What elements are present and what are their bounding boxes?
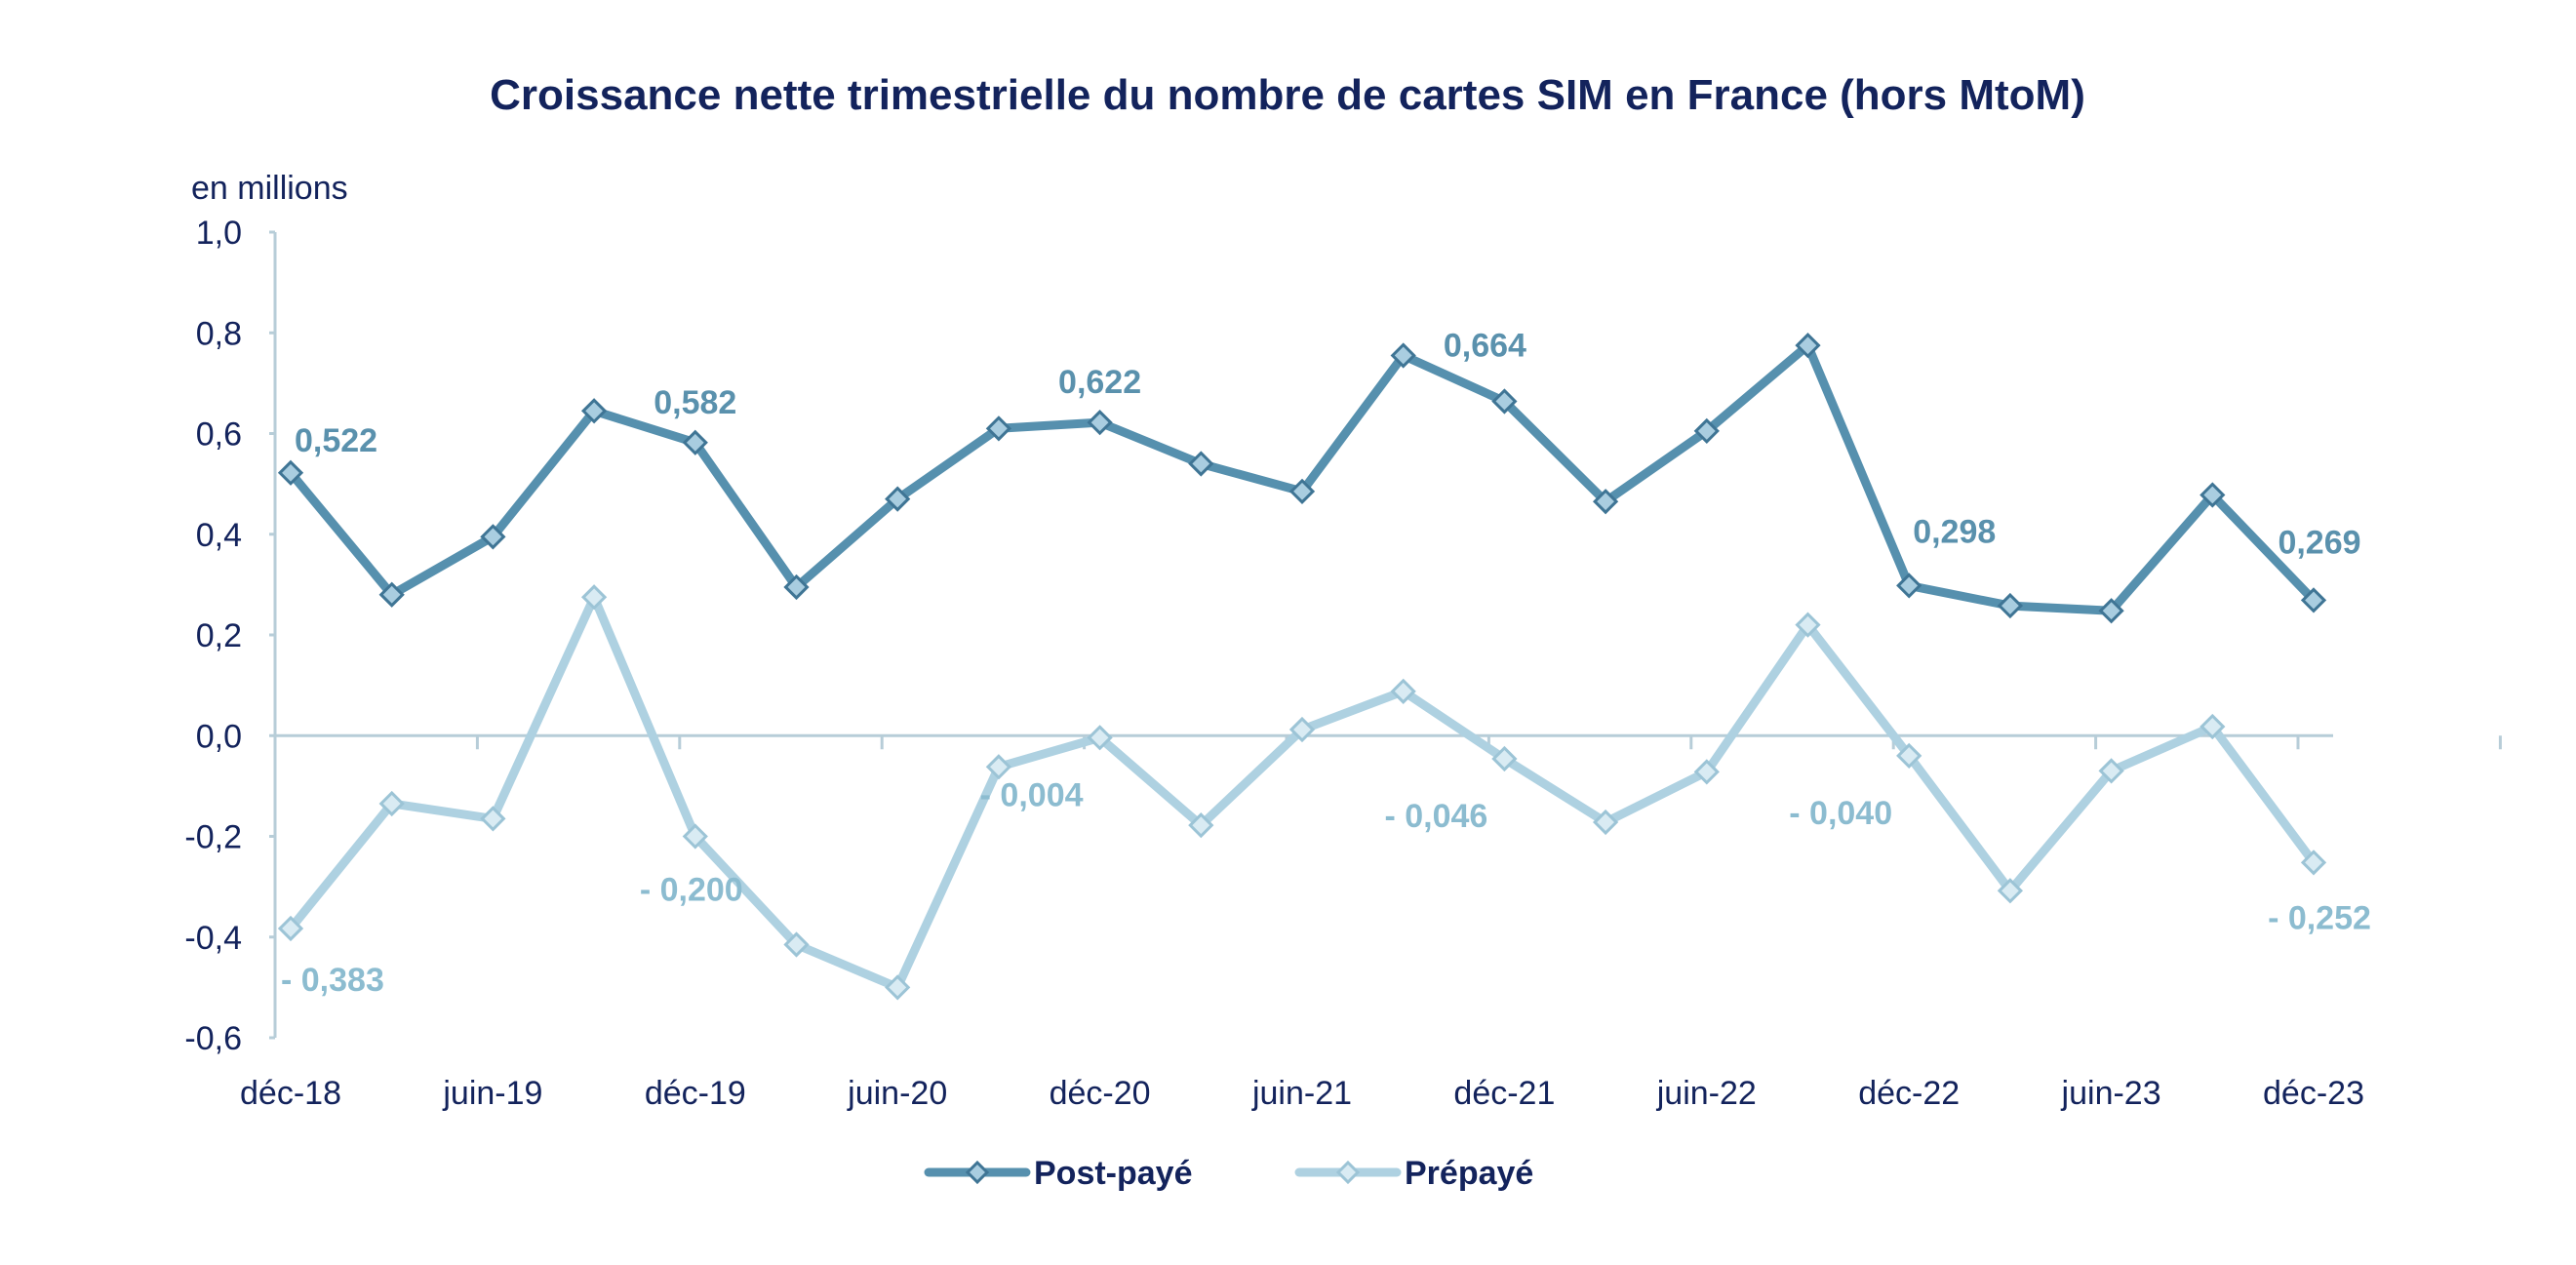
series-line (286, 592, 2318, 992)
data-point (2098, 598, 2124, 624)
data-point (985, 754, 1012, 780)
data-point (1188, 812, 1214, 839)
x-tick-label: juin-21 (1251, 1075, 1352, 1112)
x-tick-label: déc-18 (240, 1075, 341, 1112)
data-label: - 0,383 (281, 962, 384, 999)
data-point (1491, 388, 1518, 415)
y-tick-label: -0,6 (184, 1020, 242, 1057)
series-prepaye (277, 584, 2327, 1001)
x-tick-label: déc-23 (2263, 1075, 2364, 1112)
data-label: - 0,200 (640, 872, 743, 909)
x-tick-label: juin-19 (442, 1075, 542, 1112)
y-tick-label: 1,0 (196, 215, 242, 252)
y-tick-label: 0,0 (196, 718, 242, 755)
data-label: - 0,040 (1789, 795, 1892, 832)
data-point (1188, 451, 1214, 477)
axes: 1,0 0,8 0,6 0,4 0,2 0,0 -0,2 -0,4 -0,6 déc-18 juin… (184, 215, 2502, 1112)
data-point (1390, 342, 1416, 369)
data-point (480, 806, 506, 832)
data-point (1592, 489, 1619, 515)
data-label: 0,269 (2278, 524, 2360, 561)
y-tick-label: 0,2 (196, 617, 242, 654)
data-point (580, 398, 608, 424)
chart-title: Croissance nette trimestrielle du nombre… (490, 71, 2085, 119)
data-point (1795, 333, 1821, 359)
data-point (378, 581, 405, 608)
x-tick-label: déc-20 (1050, 1075, 1151, 1112)
data-point (1288, 478, 1316, 504)
data-label: 0,664 (1444, 327, 1526, 364)
x-tick-label: déc-22 (1858, 1075, 1960, 1112)
data-point (1491, 745, 1518, 772)
data-point (277, 915, 304, 942)
data-point (480, 524, 506, 550)
data-point (885, 974, 911, 1001)
data-point (2200, 713, 2226, 740)
data-label: 0,622 (1058, 364, 1141, 401)
data-point (580, 584, 608, 611)
y-tick-label: 0,8 (196, 315, 242, 352)
data-point (783, 573, 810, 601)
data-point (1997, 592, 2024, 619)
data-label: 0,522 (295, 422, 377, 459)
data-point (1592, 809, 1619, 836)
legend-item-prepaye: Prépayé (1294, 1155, 1533, 1192)
series-layer (277, 333, 2327, 1001)
data-point (1390, 678, 1416, 704)
data-point (2300, 587, 2327, 613)
data-point (682, 429, 708, 455)
y-tick-label: 0,4 (196, 517, 242, 554)
data-point (985, 415, 1012, 442)
data-point (1693, 759, 1720, 785)
legend-label: Prépayé (1405, 1155, 1533, 1192)
data-point (2098, 758, 2124, 784)
data-point (1087, 725, 1113, 751)
data-point (1997, 878, 2024, 904)
x-tick-label: juin-22 (1656, 1075, 1757, 1112)
legend-marker (965, 1160, 990, 1185)
data-label: - 0,004 (980, 776, 1084, 813)
y-tick-label: -0,4 (184, 920, 242, 957)
series-post-paye (277, 333, 2327, 624)
data-point (378, 790, 405, 817)
data-point (277, 459, 304, 486)
data-point (1288, 716, 1316, 743)
data-point (1795, 612, 1821, 638)
x-tick-label: juin-23 (2061, 1075, 2161, 1112)
x-tick-label: déc-21 (1453, 1075, 1555, 1112)
x-tick-label: déc-19 (645, 1075, 746, 1112)
y-unit-label: en millions (191, 170, 348, 207)
data-label: - 0,252 (2268, 899, 2371, 936)
data-point (1896, 573, 1922, 599)
data-point (783, 931, 810, 958)
x-tick-label: juin-20 (847, 1075, 947, 1112)
data-point (2300, 850, 2327, 876)
y-tick-label: -0,2 (184, 819, 242, 856)
data-label: 0,582 (654, 384, 736, 421)
data-point (2200, 482, 2226, 508)
legend-item-post-paye: Post-payé (924, 1155, 1193, 1192)
y-tick-label: 0,6 (196, 416, 242, 454)
legend-marker (1335, 1160, 1361, 1185)
legend-label: Post-payé (1034, 1155, 1193, 1192)
data-label: 0,298 (1913, 513, 1996, 550)
data-point (1896, 742, 1922, 770)
legend: Post-payé Prépayé (924, 1155, 1533, 1192)
data-label: - 0,046 (1384, 798, 1487, 835)
data-point (885, 486, 911, 512)
data-point (682, 823, 708, 850)
series-line (286, 340, 2318, 615)
data-point (1087, 410, 1113, 436)
data-labels: - 0,383 - 0,200 - 0,004 - 0,046 - 0,040 - 0,2… (281, 327, 2371, 999)
data-point (1693, 417, 1720, 445)
